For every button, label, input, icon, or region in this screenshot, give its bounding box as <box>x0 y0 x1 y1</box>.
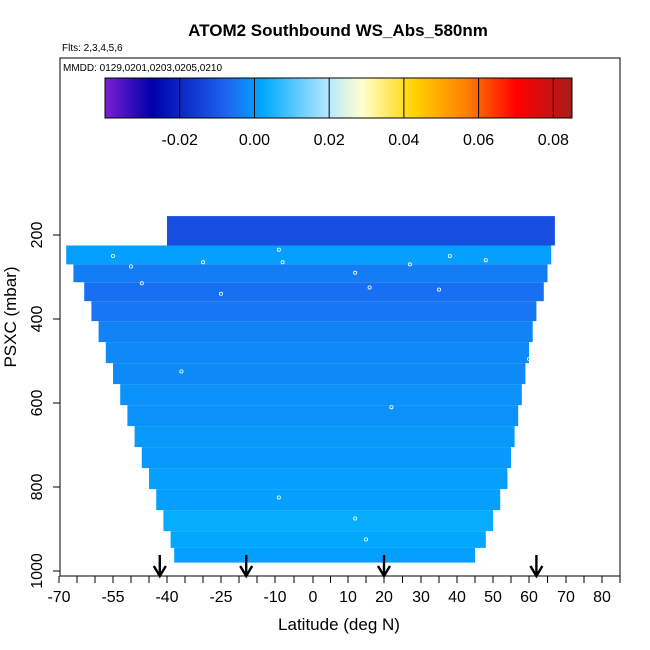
heatmap-layers <box>66 216 555 563</box>
sample-marker <box>363 537 368 542</box>
x-tick-label: -40 <box>155 589 178 606</box>
sample-marker <box>139 281 144 286</box>
sample-marker <box>276 495 281 500</box>
y-tick-label: 600 <box>29 390 46 417</box>
x-tick-label: 20 <box>375 589 393 606</box>
colorbar-ticks: -0.02 0.00 0.02 0.04 0.06 0.08 <box>161 78 569 149</box>
flight-arrow <box>529 555 544 579</box>
x-tick-label: 0 <box>309 589 318 606</box>
x-tick-label: -55 <box>101 589 124 606</box>
x-tick-label: 50 <box>484 589 502 606</box>
heatmap-layer <box>167 216 555 246</box>
chart-title: ATOM2 Southbound WS_Abs_580nm <box>188 21 488 40</box>
sample-marker <box>353 270 358 275</box>
sample-marker <box>179 369 184 374</box>
y-tick-label: 800 <box>29 474 46 501</box>
y-axis-label: PSXC (mbar) <box>1 266 20 367</box>
x-tick-label: -25 <box>209 589 232 606</box>
flight-arrows <box>152 555 544 579</box>
y-tick-label: 200 <box>29 222 46 249</box>
sample-marker <box>436 287 441 292</box>
plot-frame <box>59 57 621 577</box>
colorbar-tick-label: 0.00 <box>239 132 270 149</box>
heatmap-layer <box>73 264 548 283</box>
x-tick-label: -70 <box>47 589 70 606</box>
sample-marker <box>389 405 394 410</box>
heatmap-layer <box>98 321 533 343</box>
flights-subtitle: Flts: 2,3,4,5,6 <box>62 43 123 54</box>
flight-arrow <box>239 555 254 579</box>
x-tick-label: 10 <box>339 589 357 606</box>
sample-marker <box>527 356 532 361</box>
sample-marker <box>128 264 133 269</box>
heatmap-layer <box>156 489 501 511</box>
heatmap-layer <box>170 531 486 548</box>
sample-marker <box>407 262 412 267</box>
x-tick-label: 30 <box>412 589 430 606</box>
x-tick-label: 60 <box>520 589 538 606</box>
heatmap-layer <box>149 468 508 490</box>
x-axis-label: Latitude (deg N) <box>278 615 400 634</box>
y-axis: 200 400 600 800 1000 <box>29 222 60 589</box>
heatmap-layer <box>163 510 493 532</box>
sample-marker <box>200 260 205 265</box>
colorbar-tick-label: 0.06 <box>463 132 494 149</box>
sample-marker <box>111 253 116 258</box>
colorbar-tick-label: 0.04 <box>388 132 419 149</box>
heatmap-layer <box>141 447 512 469</box>
heatmap-layer <box>134 426 515 448</box>
heatmap-layer <box>105 342 530 364</box>
x-tick-label: 80 <box>593 589 611 606</box>
sample-marker <box>280 260 285 265</box>
sample-markers <box>111 247 532 542</box>
x-tick-label: 40 <box>448 589 466 606</box>
heatmap-layer <box>127 405 519 427</box>
heatmap-layer <box>84 282 544 302</box>
sample-marker <box>218 291 223 296</box>
heatmap-layer <box>174 547 475 563</box>
x-tick-label: 70 <box>557 589 575 606</box>
colorbar <box>104 77 573 119</box>
dates-subtitle: MMDD: 0129,0201,0203,0205,0210 <box>63 63 222 74</box>
colorbar-tick-label: -0.02 <box>161 132 198 149</box>
sample-marker <box>367 285 372 290</box>
sample-marker <box>353 516 358 521</box>
colorbar-tick-label: 0.08 <box>538 132 569 149</box>
flight-arrow <box>152 555 167 579</box>
heatmap-layer <box>91 301 537 322</box>
sample-marker <box>483 258 488 263</box>
heatmap-layer <box>66 245 552 265</box>
y-tick-label: 1000 <box>29 553 46 589</box>
x-axis: -70 -55 -40 -25 -10 0 10 20 30 40 50 60 70 80 <box>47 576 621 606</box>
heatmap-layer <box>113 363 526 385</box>
sample-marker <box>447 253 452 258</box>
x-tick-label: -10 <box>263 589 286 606</box>
heatmap-layer <box>120 384 522 406</box>
y-tick-label: 400 <box>29 306 46 333</box>
colorbar-tick-label: 0.02 <box>314 132 345 149</box>
sample-marker <box>276 247 281 252</box>
